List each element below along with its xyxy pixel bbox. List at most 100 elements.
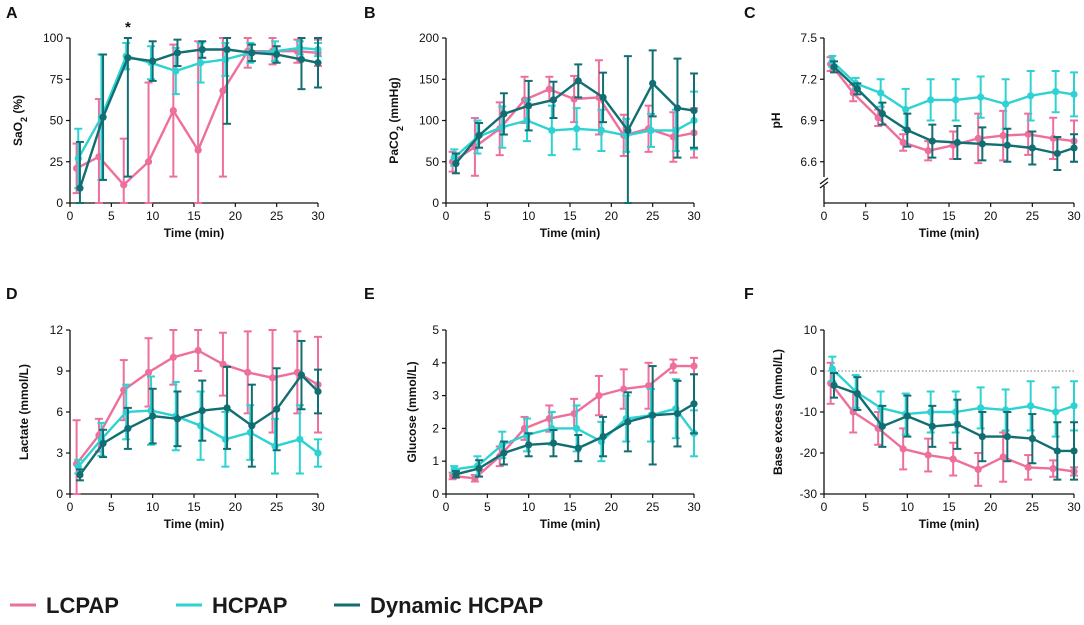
- y-tick-label: 3: [56, 446, 63, 460]
- data-point: [599, 433, 607, 441]
- data-point: [268, 374, 277, 382]
- data-point: [314, 449, 322, 457]
- panel-e: E 0 5 10 15 20 25 30 0 1 2 3 4 5 Time (min) Glucose (mm…: [364, 286, 701, 531]
- x-tick-label: 15: [187, 209, 201, 223]
- legend-item-lcpap: LCPAP: [10, 593, 119, 618]
- x-tick-label: 15: [563, 500, 577, 514]
- x-tick-label: 10: [522, 500, 536, 514]
- data-point: [953, 420, 961, 428]
- data-point: [197, 59, 205, 67]
- data-point: [149, 412, 157, 420]
- y-tick-label: 0: [56, 196, 63, 210]
- data-point: [878, 422, 886, 430]
- data-point: [314, 387, 322, 396]
- y-axis-label: Glucose (mmol/L): [405, 361, 419, 462]
- data-point: [649, 411, 657, 419]
- x-tick-label: 10: [146, 500, 160, 514]
- data-point: [999, 453, 1007, 461]
- data-point: [1002, 100, 1010, 108]
- data-point: [1024, 463, 1032, 471]
- data-point: [99, 439, 107, 448]
- data-point: [1028, 144, 1036, 152]
- data-point: [690, 107, 698, 115]
- data-point: [1049, 134, 1057, 142]
- series-dynamic-hcpap: [830, 372, 1078, 481]
- panel-letter: B: [364, 5, 376, 22]
- panel-c: C 0 5 10 15 20 25 30 6.6 6.9 7.2 7.5 Time (min) pH: [744, 5, 1081, 240]
- data-point: [999, 132, 1007, 140]
- x-tick-label: 25: [646, 500, 660, 514]
- series-lcpap: [72, 329, 322, 495]
- data-point: [172, 67, 180, 75]
- data-point: [1049, 464, 1057, 473]
- x-tick-label: 5: [862, 500, 869, 514]
- data-point: [877, 89, 885, 97]
- data-point: [223, 404, 231, 412]
- x-tick-label: 5: [108, 500, 115, 514]
- y-tick-label: 10: [804, 323, 818, 337]
- data-point: [475, 131, 483, 139]
- x-tick-label: 30: [311, 209, 325, 223]
- panel-letter: C: [744, 5, 756, 22]
- data-point: [597, 126, 606, 134]
- data-point: [144, 158, 153, 166]
- series-lcpap: [448, 59, 698, 177]
- series-dynamic-hcpap: [451, 365, 698, 479]
- data-point: [314, 59, 322, 67]
- data-point: [500, 449, 508, 457]
- data-point: [673, 410, 682, 418]
- data-point: [649, 79, 657, 87]
- x-tick-label: 15: [563, 209, 577, 223]
- data-point: [244, 368, 252, 376]
- data-point: [878, 110, 886, 118]
- data-point: [573, 125, 581, 133]
- x-tick-label: 15: [942, 209, 956, 223]
- data-point: [978, 140, 986, 148]
- x-tick-label: 0: [443, 209, 450, 223]
- data-point: [595, 392, 603, 400]
- x-tick-label: 5: [484, 500, 491, 514]
- data-point: [273, 50, 281, 59]
- significance-marker: *: [125, 19, 131, 36]
- data-point: [149, 57, 157, 65]
- panel-b: B 0 5 10 15 20 25 30 0 50 100 150 200 Time (min) PaCO2…: [364, 5, 701, 240]
- y-tick-label: 12: [50, 323, 64, 337]
- series-hcpap: [828, 54, 1078, 132]
- y-tick-label: -10: [800, 405, 818, 419]
- panel-f: F 0 5 10 15 20 25 30 -30 -20 -10 0 10 Time (min) Base …: [744, 286, 1081, 531]
- data-point: [978, 433, 986, 441]
- data-point: [924, 451, 932, 459]
- data-point: [1003, 433, 1011, 441]
- y-tick-label: 4: [432, 356, 439, 370]
- data-point: [549, 96, 558, 104]
- x-axis-label: Time (min): [164, 517, 224, 531]
- data-point: [198, 407, 206, 415]
- data-point: [248, 422, 256, 430]
- x-axis-label: Time (min): [540, 517, 600, 531]
- data-point: [647, 126, 655, 134]
- y-tick-label: 0: [810, 364, 817, 378]
- y-tick-label: 1: [432, 454, 439, 468]
- data-point: [952, 96, 960, 104]
- y-tick-label: 50: [426, 155, 440, 169]
- axis-break-mark: [819, 181, 829, 189]
- x-tick-label: 25: [270, 500, 284, 514]
- data-point: [899, 445, 907, 453]
- y-tick-label: -20: [800, 446, 818, 460]
- data-point: [644, 382, 653, 390]
- x-tick-label: 20: [605, 209, 619, 223]
- data-point: [194, 146, 202, 154]
- data-point: [525, 441, 533, 449]
- data-point: [500, 110, 508, 118]
- legend: LCPAP HCPAP Dynamic HCPAP: [10, 593, 543, 618]
- data-point: [475, 464, 483, 473]
- data-point: [574, 444, 582, 452]
- x-tick-label: 0: [821, 209, 828, 223]
- x-tick-label: 30: [311, 500, 325, 514]
- data-point: [1070, 447, 1078, 455]
- legend-item-dynamic-hcpap: Dynamic HCPAP: [334, 593, 543, 618]
- x-tick-label: 20: [229, 500, 243, 514]
- data-point: [296, 435, 304, 443]
- y-axis-label: Lactate (mmol/L): [17, 364, 31, 460]
- legend-label: Dynamic HCPAP: [370, 593, 543, 618]
